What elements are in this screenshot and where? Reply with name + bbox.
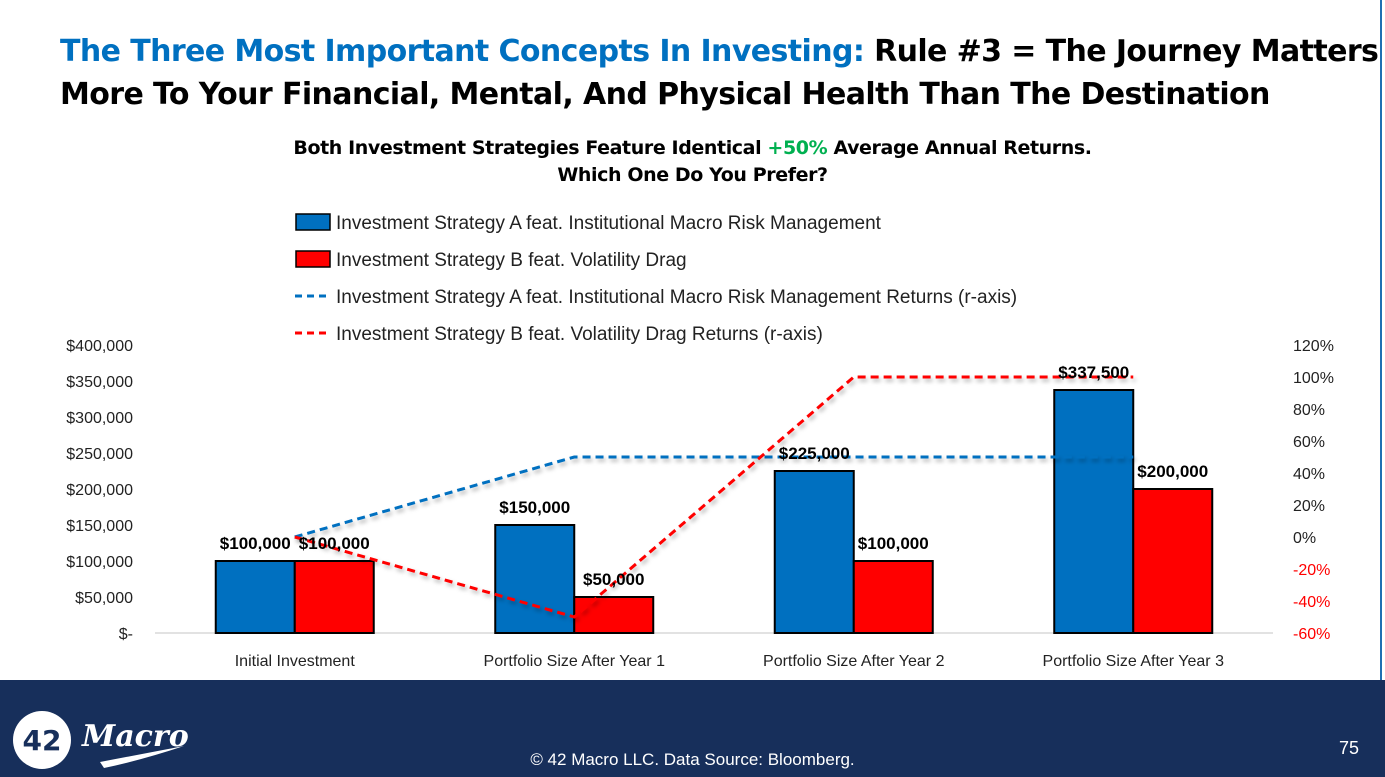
bar-value-label: $225,000 <box>779 444 850 463</box>
chart: Investment Strategy A feat. Institutiona… <box>66 213 1334 670</box>
bar <box>852 560 934 634</box>
y2-tick-label: 20% <box>1293 498 1325 515</box>
bar-value-label: $100,000 <box>220 534 291 553</box>
slide-edge-line <box>1380 0 1382 680</box>
chart-subtitle: Both Investment Strategies Feature Ident… <box>0 135 1385 189</box>
title-line2: More To Your Financial, Mental, And Phys… <box>60 77 1270 112</box>
title-accent: The Three Most Important Concepts In Inv… <box>60 34 865 69</box>
bar <box>1132 488 1214 634</box>
bar-value-label: $100,000 <box>299 534 370 553</box>
y2-tick-label: 120% <box>1293 338 1334 355</box>
legend-swatch <box>295 213 331 231</box>
page-number: 75 <box>1338 738 1359 758</box>
x-tick-label: Portfolio Size After Year 1 <box>484 653 666 670</box>
y-tick-label: $350,000 <box>66 374 133 391</box>
y2-tick-label: -60% <box>1293 626 1330 643</box>
y-tick-label: $150,000 <box>66 518 133 535</box>
y2-tick-label: -20% <box>1293 562 1330 579</box>
y-tick-label: $300,000 <box>66 410 133 427</box>
data-source: © 42 Macro LLC. Data Source: Bloomberg. <box>530 750 855 769</box>
bar-value-label: $337,500 <box>1058 363 1129 382</box>
subtitle-line2: Which One Do You Prefer? <box>557 164 828 186</box>
y-tick-label: $250,000 <box>66 446 133 463</box>
y-tick-label: $50,000 <box>75 590 133 607</box>
y2-tick-label: 80% <box>1293 402 1325 419</box>
x-tick-label: Portfolio Size After Year 3 <box>1043 653 1225 670</box>
legend-label: Investment Strategy A feat. Institutiona… <box>336 213 882 234</box>
y-tick-label: $- <box>119 626 133 643</box>
legend-label: Investment Strategy A feat. Institutiona… <box>336 287 1017 308</box>
y-tick-label: $100,000 <box>66 554 133 571</box>
title-rest: Rule #3 = The Journey Matters <box>864 34 1379 69</box>
y2-tick-label: -40% <box>1293 594 1330 611</box>
bar <box>293 560 375 634</box>
bar <box>494 524 576 634</box>
bar <box>773 470 855 634</box>
footer: 42 Macro © 42 Macro LLC. Data Source: Bl… <box>0 680 1385 777</box>
returns-line <box>294 455 1134 539</box>
y2-tick-label: 60% <box>1293 434 1325 451</box>
legend-swatch <box>295 250 331 268</box>
bar <box>573 596 655 634</box>
returns-line <box>294 375 1134 619</box>
legend-label: Investment Strategy B feat. Volatility D… <box>336 250 687 271</box>
svg-text:42: 42 <box>23 724 62 757</box>
y2-tick-label: 40% <box>1293 466 1325 483</box>
svg-text:Macro: Macro <box>81 719 189 754</box>
bar-value-label: $150,000 <box>499 498 570 517</box>
bar-value-label: $100,000 <box>858 534 929 553</box>
y-tick-label: $400,000 <box>66 338 133 355</box>
subtitle-post: Average Annual Returns. <box>827 137 1092 159</box>
x-tick-label: Portfolio Size After Year 2 <box>763 653 945 670</box>
subtitle-pre: Both Investment Strategies Feature Ident… <box>293 137 768 159</box>
bar-value-label: $50,000 <box>583 570 644 589</box>
legend-label: Investment Strategy B feat. Volatility D… <box>336 324 823 345</box>
company-logo: 42 Macro <box>13 711 189 769</box>
y2-tick-label: 100% <box>1293 370 1334 387</box>
subtitle-highlight: +50% <box>767 137 828 159</box>
slide-title: The Three Most Important Concepts In Inv… <box>60 30 1379 116</box>
y-tick-label: $200,000 <box>66 482 133 499</box>
y2-tick-label: 0% <box>1293 530 1316 547</box>
bar-value-label: $200,000 <box>1137 462 1208 481</box>
bar <box>214 560 296 634</box>
bar <box>1053 389 1135 634</box>
x-tick-label: Initial Investment <box>235 653 356 670</box>
